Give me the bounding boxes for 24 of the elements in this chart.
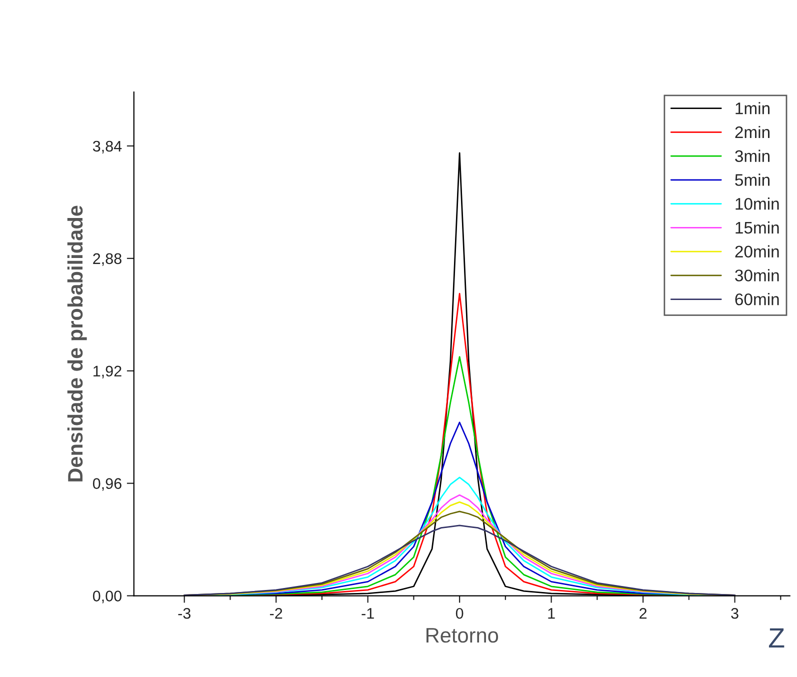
x-tick-label: -2 (270, 608, 282, 619)
legend-label: 3min (735, 150, 770, 162)
x-tick-label: 0 (456, 608, 464, 619)
legend-label: 1min (736, 102, 770, 114)
x-tick-label: 3 (731, 608, 738, 619)
x-axis-title: Retorno (426, 628, 498, 643)
y-axis-title: Densidade de probabilidade (67, 206, 87, 482)
legend-label: 5min (735, 174, 770, 186)
legend-label: 10min (736, 198, 779, 210)
x-tick-label: 1 (548, 608, 555, 619)
legend-label: 15min (736, 221, 779, 234)
text: Z (768, 628, 784, 648)
x-tick-label: -1 (362, 608, 374, 619)
x-tick-label: 2 (640, 608, 647, 619)
legend-label: 2min (735, 126, 770, 138)
y-tick-label: 0,00 (92, 590, 122, 604)
y-tick-label: 3,84 (92, 140, 122, 154)
y-tick-label: 1,92 (94, 366, 122, 378)
legend-label: 20min (735, 245, 779, 258)
legend-label: 60min (735, 293, 779, 306)
y-tick-label: 2,88 (93, 253, 122, 266)
legend-label: 30min (735, 269, 779, 282)
x-tick-label: -3 (178, 608, 190, 619)
y-tick-label: 0,96 (92, 478, 122, 491)
